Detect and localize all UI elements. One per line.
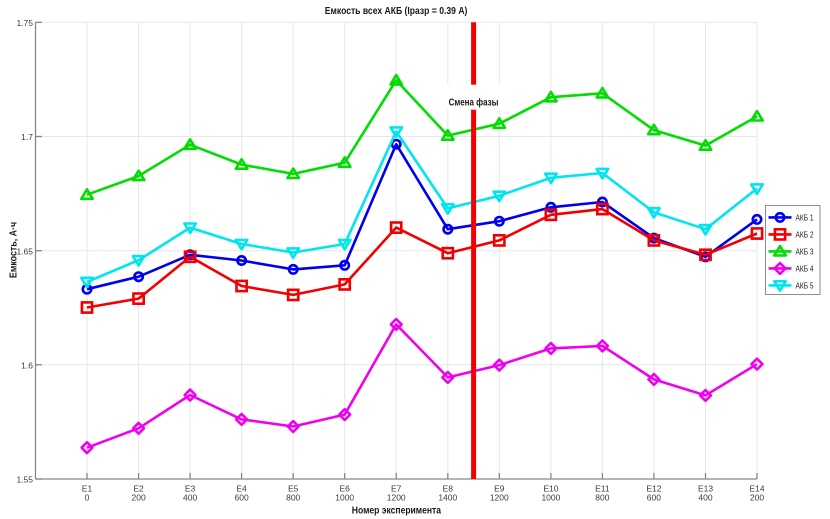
svg-text:АКБ 2: АКБ 2 (796, 230, 814, 239)
svg-text:E12: E12 (646, 484, 661, 494)
svg-text:Номер эксперимента: Номер эксперимента (352, 506, 442, 517)
svg-text:АКБ 4: АКБ 4 (796, 264, 814, 273)
svg-text:1.75: 1.75 (16, 18, 33, 28)
svg-text:АКБ 5: АКБ 5 (796, 281, 814, 290)
svg-text:1000: 1000 (335, 493, 354, 503)
svg-text:0: 0 (85, 493, 90, 503)
svg-text:E4: E4 (236, 484, 247, 494)
svg-text:Смена фазы: Смена фазы (449, 96, 499, 108)
svg-text:1200: 1200 (387, 493, 406, 503)
svg-text:E5: E5 (288, 484, 299, 494)
svg-text:1.65: 1.65 (16, 246, 33, 256)
svg-text:400: 400 (698, 493, 712, 503)
svg-text:E13: E13 (698, 484, 713, 494)
svg-text:E6: E6 (339, 484, 350, 494)
svg-text:1200: 1200 (490, 493, 509, 503)
svg-text:800: 800 (595, 493, 609, 503)
svg-text:E2: E2 (133, 484, 144, 494)
svg-text:E14: E14 (749, 484, 764, 494)
svg-text:E8: E8 (443, 484, 454, 494)
svg-text:200: 200 (132, 493, 146, 503)
svg-text:1.55: 1.55 (16, 475, 33, 485)
svg-text:E7: E7 (391, 484, 402, 494)
svg-text:200: 200 (750, 493, 764, 503)
svg-text:1000: 1000 (541, 493, 560, 503)
svg-text:E1: E1 (82, 484, 93, 494)
svg-text:600: 600 (235, 493, 249, 503)
svg-text:Емкость, А·ч: Емкость, А·ч (9, 222, 20, 278)
svg-text:1.6: 1.6 (21, 360, 33, 370)
svg-text:E11: E11 (595, 484, 610, 494)
svg-text:E9: E9 (494, 484, 505, 494)
svg-text:400: 400 (183, 493, 197, 503)
svg-text:600: 600 (647, 493, 661, 503)
svg-text:E3: E3 (185, 484, 196, 494)
svg-text:1400: 1400 (438, 493, 457, 503)
svg-text:АКБ 1: АКБ 1 (796, 213, 814, 222)
svg-text:Емкость всех АКБ (Iразр = 0.39: Емкость всех АКБ (Iразр = 0.39 А) (325, 6, 468, 17)
svg-text:АКБ 3: АКБ 3 (796, 247, 814, 256)
svg-text:800: 800 (286, 493, 300, 503)
svg-text:1.7: 1.7 (21, 132, 33, 142)
svg-text:E10: E10 (543, 484, 558, 494)
